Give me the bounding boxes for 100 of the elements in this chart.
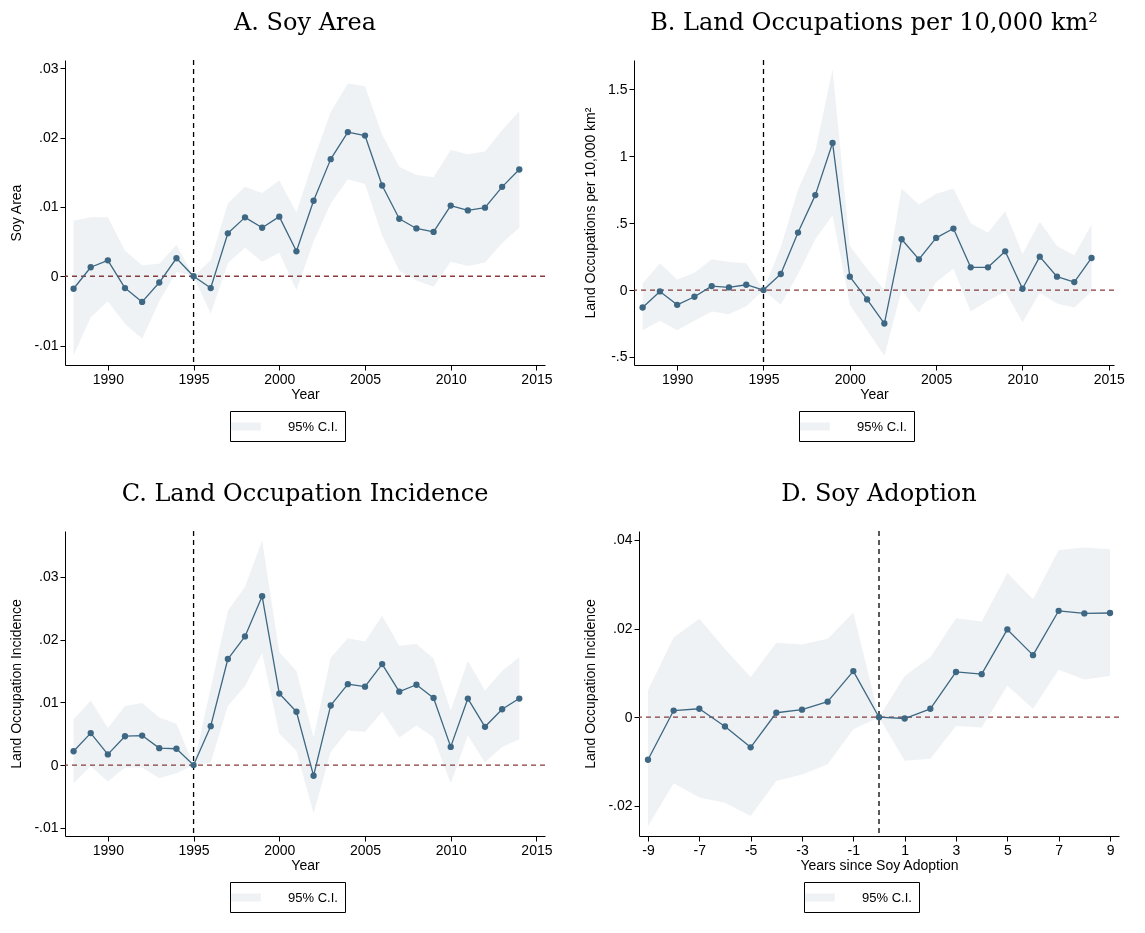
x-tick-label: 2010 xyxy=(435,841,467,858)
point xyxy=(1029,651,1037,659)
legend-label: 95% C.I. xyxy=(288,418,338,434)
point xyxy=(881,320,888,327)
point xyxy=(644,756,652,763)
point xyxy=(138,732,146,739)
y-tick-label: 1.5 xyxy=(608,80,628,97)
x-tick-label: 2015 xyxy=(521,370,553,387)
point xyxy=(430,694,437,702)
point xyxy=(1002,248,1009,255)
point xyxy=(121,284,129,292)
y-tick-label: -.01 xyxy=(34,819,59,836)
point xyxy=(104,751,112,758)
point xyxy=(413,225,420,232)
y-tick-label: 1 xyxy=(619,147,628,164)
point xyxy=(846,273,853,280)
y-tick-label: .03 xyxy=(39,59,59,76)
point xyxy=(344,680,352,688)
y-tick-label: .02 xyxy=(613,620,633,637)
x-tick-label: 2010 xyxy=(435,370,467,387)
x-tick-label: -1 xyxy=(847,841,861,858)
point xyxy=(1106,609,1114,617)
x-tick-label: 1995 xyxy=(748,370,780,387)
point xyxy=(378,660,386,668)
point xyxy=(276,690,283,697)
point xyxy=(747,744,754,751)
point xyxy=(344,128,352,136)
point xyxy=(516,695,523,702)
y-tick-label: -.02 xyxy=(608,797,633,814)
point xyxy=(293,708,300,715)
point xyxy=(1036,253,1043,260)
point xyxy=(927,705,934,712)
point xyxy=(481,204,489,211)
x-tick-label: -9 xyxy=(642,841,655,858)
point xyxy=(173,255,180,262)
chart-title: C. Land Occupation Incidence xyxy=(121,479,489,508)
x-tick-label: 2000 xyxy=(834,370,867,387)
chart-title: B. Land Occupations per 10,000 km² xyxy=(650,8,1098,37)
y-axis-title: Land Occupation Incidence xyxy=(582,598,599,769)
x-tick-label: 2005 xyxy=(349,370,382,387)
point xyxy=(190,761,197,769)
point xyxy=(156,744,163,752)
point xyxy=(794,229,802,236)
point xyxy=(87,264,94,271)
x-tick-label: 2015 xyxy=(521,841,553,858)
y-tick-label: .03 xyxy=(39,568,59,585)
point xyxy=(978,671,985,678)
point xyxy=(498,183,506,191)
point xyxy=(850,667,857,675)
x-tick-label: 1990 xyxy=(92,841,125,858)
point xyxy=(1088,254,1095,262)
x-tick-label: -3 xyxy=(796,841,809,858)
point xyxy=(725,284,733,291)
point xyxy=(293,248,300,255)
x-tick-label: 3 xyxy=(952,841,961,858)
point xyxy=(447,743,454,751)
y-tick-label: .04 xyxy=(613,531,633,548)
chart-title: D. Soy Adoption xyxy=(781,479,977,508)
x-tick-label: 2000 xyxy=(264,841,296,858)
point xyxy=(241,633,249,640)
point xyxy=(1055,607,1062,614)
x-tick-label: 2005 xyxy=(349,841,382,858)
point xyxy=(310,197,317,204)
x-tick-label: 7 xyxy=(1055,841,1064,858)
y-tick-label: 0 xyxy=(50,756,59,773)
x-axis-title: Year xyxy=(291,856,320,873)
point xyxy=(70,285,77,292)
point xyxy=(310,772,317,779)
x-tick-label: 2010 xyxy=(1007,370,1039,387)
y-tick-label: -.5 xyxy=(611,348,628,365)
point xyxy=(760,286,767,294)
point xyxy=(1081,610,1088,617)
point xyxy=(691,293,698,300)
point xyxy=(258,593,266,600)
legend-label: 95% C.I. xyxy=(857,418,907,434)
point xyxy=(464,207,472,214)
point xyxy=(190,273,197,280)
x-tick-label: 1990 xyxy=(662,370,694,387)
point xyxy=(824,698,831,705)
point xyxy=(674,301,681,308)
point xyxy=(743,281,750,288)
x-tick-label: 1 xyxy=(901,841,910,858)
point xyxy=(70,748,77,755)
point xyxy=(696,705,703,712)
point xyxy=(798,706,806,713)
point xyxy=(447,202,454,209)
y-tick-label: .02 xyxy=(39,631,59,648)
point xyxy=(464,695,472,702)
point xyxy=(258,224,266,231)
point xyxy=(516,166,523,173)
point xyxy=(773,709,780,716)
x-tick-label: 1995 xyxy=(178,370,210,387)
point xyxy=(121,733,129,740)
point xyxy=(777,270,784,278)
point xyxy=(396,688,403,695)
point xyxy=(138,298,146,306)
point xyxy=(378,182,386,189)
point xyxy=(812,191,819,199)
point xyxy=(498,706,506,713)
point xyxy=(361,683,369,690)
